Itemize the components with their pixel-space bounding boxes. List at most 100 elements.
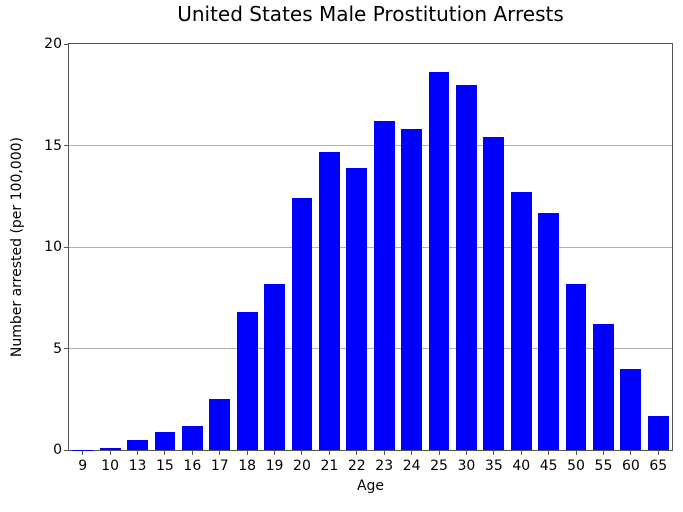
bar-age-40: [510, 192, 532, 450]
bar-slot: [645, 44, 672, 450]
x-tick-mark: [274, 451, 276, 455]
x-tick-label-65: 65: [649, 458, 668, 474]
chart-title: United States Male Prostitution Arrests: [177, 2, 564, 26]
bar-slot: [480, 44, 507, 450]
x-tick-label-10: 10: [101, 458, 120, 474]
bar-slot: [206, 44, 233, 450]
y-tick-mark: [64, 449, 68, 451]
bar-age-15: [154, 431, 176, 450]
bar-slot: [151, 44, 178, 450]
bar-age-24: [401, 129, 422, 450]
bars-container: [69, 44, 672, 450]
bar-slot: [96, 44, 123, 450]
x-tick-mark: [657, 451, 659, 455]
x-tick-mark: [520, 451, 522, 455]
bar-age-21: [318, 151, 340, 450]
x-tick-label-20: 20: [293, 458, 311, 474]
x-tick-mark: [246, 451, 248, 455]
y-tick-label-5: 5: [53, 340, 62, 357]
bar-slot: [233, 44, 260, 450]
x-tick-mark: [137, 451, 139, 455]
bar-slot: [453, 44, 480, 450]
x-tick-label-19: 19: [265, 458, 284, 474]
bar-age-45: [538, 212, 560, 450]
x-tick-label-60: 60: [621, 458, 640, 474]
bar-age-30: [455, 84, 477, 450]
x-tick-label-17: 17: [210, 458, 229, 474]
bar-age-16: [181, 425, 203, 450]
bar-age-20: [291, 198, 313, 450]
bar-slot: [69, 44, 96, 450]
x-tick-mark: [109, 451, 111, 455]
x-tick-label-30: 30: [457, 458, 476, 474]
bar-age-25: [428, 72, 450, 450]
x-tick-mark: [82, 451, 84, 455]
bar-slot: [508, 44, 535, 450]
y-tick-label-15: 15: [44, 137, 62, 154]
x-tick-mark: [383, 451, 385, 455]
x-tick-mark: [465, 451, 467, 455]
bar-slot: [617, 44, 644, 450]
x-tick-label-15: 15: [156, 458, 174, 474]
y-tick-label-0: 0: [53, 442, 62, 458]
x-tick-mark: [548, 451, 550, 455]
x-tick-mark: [301, 451, 303, 455]
x-tick-label-40: 40: [512, 458, 531, 474]
bar-slot: [370, 44, 397, 450]
x-tick-mark: [438, 451, 440, 455]
x-tick-label-9: 9: [78, 458, 88, 474]
bar-slot: [562, 44, 589, 450]
bar-age-35: [483, 137, 505, 450]
x-tick-mark: [164, 451, 166, 455]
y-tick-mark: [64, 145, 68, 146]
bar-age-55: [593, 324, 614, 450]
y-tick-mark: [64, 348, 68, 349]
bar-age-50: [565, 283, 587, 450]
x-tick-mark: [630, 451, 632, 455]
bar-age-17: [209, 399, 231, 450]
bar-slot: [343, 44, 370, 450]
bar-slot: [124, 44, 151, 450]
x-tick-mark: [411, 451, 413, 455]
x-tick-mark: [602, 451, 604, 455]
bar-slot: [261, 44, 288, 450]
x-tick-label-22: 22: [347, 458, 366, 474]
x-tick-mark: [191, 451, 193, 455]
bar-slot: [179, 44, 206, 450]
gridline-y-5: [69, 348, 672, 349]
bar-age-65: [647, 415, 669, 450]
y-tick-label-20: 20: [44, 36, 62, 52]
bar-age-18: [236, 312, 258, 450]
x-tick-label-21: 21: [320, 458, 339, 474]
x-tick-mark: [356, 451, 358, 455]
x-tick-label-23: 23: [375, 458, 394, 474]
gridline-y-10: [69, 246, 672, 248]
bar-age-23: [373, 121, 395, 450]
y-tick-label-10: 10: [44, 239, 62, 255]
x-tick-label-35: 35: [484, 458, 503, 474]
bar-age-19: [264, 283, 285, 450]
x-tick-mark: [328, 451, 330, 455]
x-tick-label-18: 18: [238, 458, 257, 474]
bar-age-60: [620, 368, 642, 450]
bar-slot: [590, 44, 617, 450]
bar-age-22: [346, 167, 368, 450]
x-tick-label-55: 55: [594, 458, 613, 474]
y-tick-mark: [64, 246, 68, 248]
gridline-y-15: [69, 145, 672, 146]
x-tick-label-24: 24: [402, 458, 421, 474]
y-tick-mark: [64, 43, 68, 45]
x-tick-mark: [493, 451, 495, 455]
x-tick-label-45: 45: [539, 458, 558, 474]
bar-slot: [535, 44, 562, 450]
x-tick-label-13: 13: [128, 458, 147, 474]
x-tick-label-50: 50: [567, 458, 585, 474]
bar-slot: [288, 44, 315, 450]
bar-slot: [316, 44, 343, 450]
x-tick-mark: [219, 451, 221, 455]
plot-area: [68, 43, 673, 451]
x-tick-mark: [575, 451, 577, 455]
bar-slot: [425, 44, 452, 450]
bar-age-10: [99, 448, 121, 450]
